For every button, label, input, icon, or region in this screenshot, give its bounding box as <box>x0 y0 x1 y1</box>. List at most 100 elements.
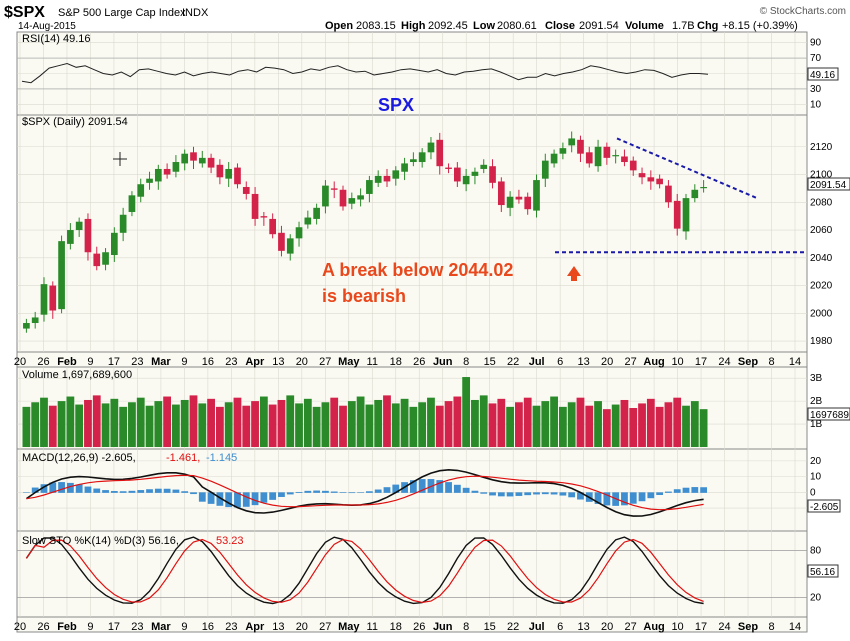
close-label: Close <box>545 20 575 32</box>
x-tick-label: 24 <box>718 356 730 368</box>
volume-bar <box>286 395 295 447</box>
volume-bar <box>330 397 339 447</box>
x-tick-label: 20 <box>296 356 308 368</box>
volume-bar <box>365 404 374 447</box>
candle-body <box>629 160 637 171</box>
close-value: 2091.54 <box>579 20 619 32</box>
candle-body <box>146 178 153 183</box>
candle-body <box>286 238 294 254</box>
candle-body <box>31 317 39 324</box>
macd-hist-bar <box>550 492 558 495</box>
volume-label: Volume <box>625 20 664 32</box>
volume-bar <box>224 402 233 447</box>
x-tick-label: Apr <box>245 356 265 368</box>
candle-body <box>260 216 268 218</box>
high-value: 2092.45 <box>428 20 468 32</box>
x-tick-label: 17 <box>108 621 120 633</box>
macd-hist-bar <box>665 491 672 493</box>
x-tick-label: Apr <box>245 621 265 633</box>
rsi-tick-label: 30 <box>810 84 822 95</box>
volume-bar <box>110 398 119 447</box>
volume-bar <box>629 408 638 447</box>
open-value: 2083.15 <box>356 20 396 32</box>
x-tick-label: 17 <box>108 356 120 368</box>
volume-bar <box>268 404 277 447</box>
x-tick-label: 27 <box>624 621 636 633</box>
macd-hist-bar <box>656 492 664 496</box>
x-tick-label: Mar <box>151 621 171 633</box>
volume-bar <box>585 405 594 447</box>
resistance-trendline <box>616 137 758 200</box>
candle-body <box>154 168 162 182</box>
volume-bar <box>664 402 673 447</box>
candle-body <box>568 138 576 146</box>
volume-bar <box>655 406 664 447</box>
candle-body <box>621 156 628 163</box>
x-tick-label: 8 <box>463 621 469 633</box>
price-tick-label: 2100 <box>810 170 833 181</box>
candle-body <box>58 241 65 310</box>
macd-last-box <box>807 499 841 513</box>
x-tick-label: 8 <box>768 621 774 633</box>
x-tick-label: May <box>338 356 360 368</box>
volume-bar <box>189 395 198 447</box>
macd-hist-bar <box>515 492 523 496</box>
candle-body <box>454 167 461 182</box>
x-tick-label: 10 <box>671 356 683 368</box>
candle-body <box>242 187 250 194</box>
x-tick-label: 26 <box>413 621 425 633</box>
macd-hist-bar <box>541 492 549 495</box>
volume-bar <box>207 398 215 447</box>
macd-hist-bar <box>286 492 294 495</box>
candle-body <box>225 168 233 179</box>
sto-last-value: 56.16 <box>810 567 835 578</box>
candle-body <box>322 185 329 207</box>
macd-hist-bar <box>84 486 92 493</box>
candle-body <box>198 157 206 164</box>
x-tick-label: Feb <box>57 621 77 633</box>
x-tick-label: 23 <box>131 356 143 368</box>
x-tick-label: 14 <box>789 621 801 633</box>
x-tick-label: Aug <box>643 356 664 368</box>
volume-bar <box>180 399 189 447</box>
x-tick-label: 20 <box>296 621 308 633</box>
macd-hist-bar <box>700 487 707 493</box>
volume-bar <box>295 403 303 447</box>
macd-hist-bar <box>207 492 215 504</box>
x-tick-label: 27 <box>319 356 331 368</box>
volume-bar <box>497 398 506 447</box>
volume-bar <box>339 405 347 447</box>
x-tick-label: Sep <box>738 356 758 368</box>
chg-value: +8.15 (+0.39%) <box>722 20 798 32</box>
x-tick-label: 24 <box>718 621 730 633</box>
macd-hist-bar <box>480 492 488 494</box>
macd-hist-bar <box>295 491 303 493</box>
candle-body <box>207 157 215 168</box>
volume-bar <box>558 406 567 447</box>
candle-body <box>418 152 426 163</box>
x-tick-label: Jul <box>529 621 545 633</box>
price-tick-label: 2080 <box>810 197 833 208</box>
volume-bar <box>277 399 286 447</box>
price-tick-label: 2020 <box>810 281 833 292</box>
macd-tick-label: 20 <box>810 456 822 467</box>
macd-hist-bar <box>524 492 532 496</box>
volume-bar <box>453 396 462 447</box>
volume-bar <box>163 396 172 447</box>
x-tick-label: 6 <box>557 621 563 633</box>
volume-series <box>22 377 708 447</box>
volume-bar <box>383 395 391 447</box>
volume-last-value: 1697689 <box>810 410 849 421</box>
candle-body <box>691 189 699 199</box>
macd-hist-bar <box>154 488 162 493</box>
price-panel <box>16 114 808 353</box>
sto-legend-main: Slow STO %K(14) %D(3) 56.16, <box>22 535 179 547</box>
volume-bar <box>242 405 251 447</box>
candle-body <box>374 175 382 183</box>
candle-body <box>137 184 145 197</box>
macd-legend-main: MACD(12,26,9) -2.605, <box>22 452 136 464</box>
candle-body <box>67 230 74 244</box>
date-axis-bottom <box>16 616 808 633</box>
candle-body <box>506 196 514 208</box>
exchange: INDX <box>182 7 209 19</box>
